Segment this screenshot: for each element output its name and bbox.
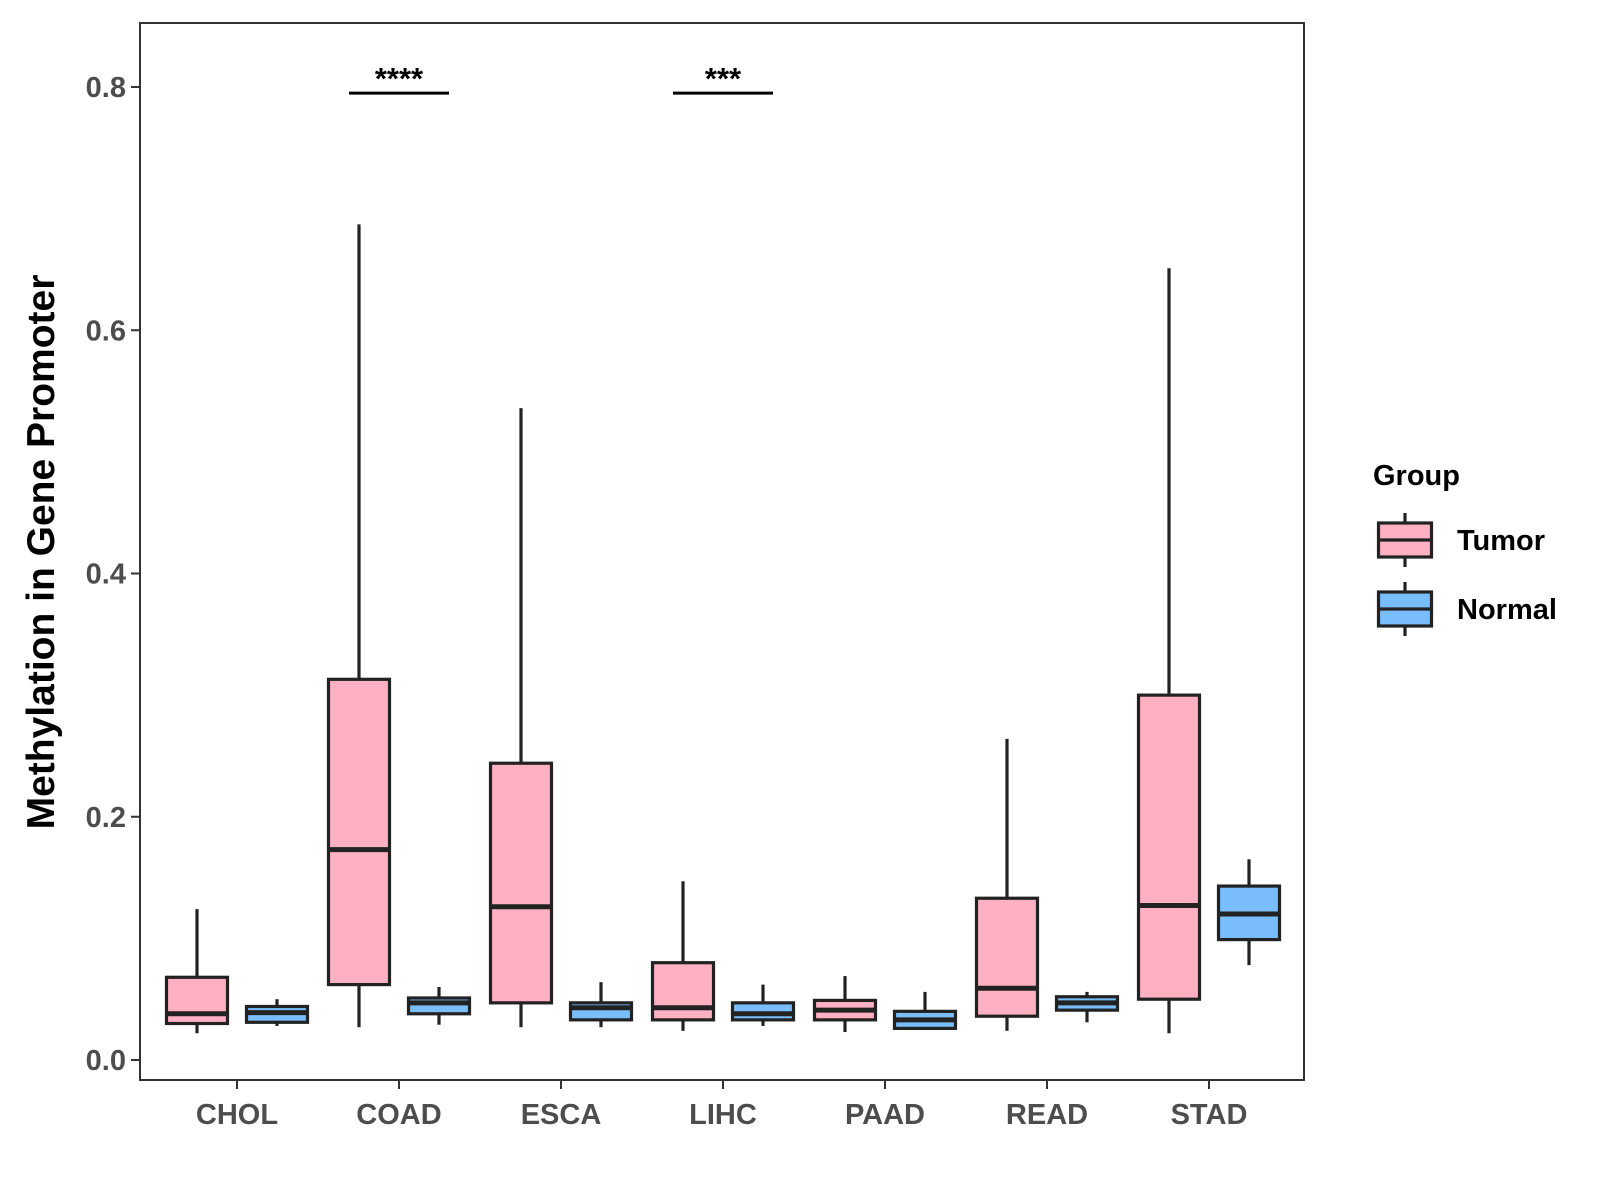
boxplot-group bbox=[164, 224, 1282, 1034]
box-body bbox=[164, 975, 230, 1026]
legend-label-normal: Normal bbox=[1457, 594, 1557, 626]
box-normal-esca bbox=[568, 982, 634, 1028]
x-tick-label-chol: CHOL bbox=[196, 1099, 278, 1131]
legend-label-tumor: Tumor bbox=[1457, 525, 1545, 557]
x-tick-label-lihc: LIHC bbox=[689, 1099, 757, 1131]
y-tick-label: 0.6 bbox=[86, 315, 126, 347]
box-tumor-chol bbox=[164, 909, 230, 1034]
box-body bbox=[974, 896, 1040, 1018]
box-normal-lihc bbox=[730, 984, 796, 1026]
y-tick-label: 0.0 bbox=[86, 1045, 126, 1077]
x-tick-label-read: READ bbox=[1006, 1099, 1088, 1131]
box-normal-coad bbox=[406, 987, 472, 1025]
significance-label: **** bbox=[375, 61, 424, 96]
box-body bbox=[326, 677, 392, 987]
box-body bbox=[1136, 693, 1202, 1001]
y-axis-title: Methylation in Gene Promoter bbox=[20, 275, 63, 830]
significance-annotations: **** *** bbox=[349, 61, 773, 96]
y-tick-label: 0.8 bbox=[86, 72, 126, 104]
box-tumor-read bbox=[974, 738, 1040, 1031]
box-normal-chol bbox=[244, 999, 310, 1026]
legend-title: Group bbox=[1373, 460, 1460, 492]
box-normal-read bbox=[1054, 991, 1120, 1023]
y-tick-label: 0.2 bbox=[86, 802, 126, 834]
x-tick-label-paad: PAAD bbox=[845, 1099, 925, 1131]
plot-panel bbox=[139, 22, 1305, 1081]
y-axis: 0.0 0.2 0.4 0.6 0.8 bbox=[86, 72, 140, 1077]
legend-item-normal: Normal bbox=[1376, 582, 1557, 636]
x-axis: CHOL COAD ESCA LIHC PAAD READ STAD bbox=[196, 1080, 1247, 1131]
box-normal-paad bbox=[892, 991, 958, 1030]
legend-item-tumor: Tumor bbox=[1376, 513, 1545, 567]
x-tick-label-stad: STAD bbox=[1171, 1099, 1248, 1131]
box-body bbox=[650, 961, 716, 1022]
significance-label: *** bbox=[705, 61, 742, 96]
box-tumor-esca bbox=[488, 408, 554, 1028]
x-tick-label-coad: COAD bbox=[356, 1099, 441, 1131]
box-tumor-paad bbox=[812, 976, 878, 1033]
x-tick-label-esca: ESCA bbox=[521, 1099, 602, 1131]
box-tumor-stad bbox=[1136, 268, 1202, 1034]
box-tumor-lihc bbox=[650, 881, 716, 1031]
y-tick-label: 0.4 bbox=[86, 559, 126, 591]
box-normal-stad bbox=[1216, 859, 1282, 966]
box-body bbox=[488, 761, 554, 1005]
box-tumor-coad bbox=[326, 224, 392, 1028]
legend: Group Tumor Normal bbox=[1373, 460, 1557, 636]
